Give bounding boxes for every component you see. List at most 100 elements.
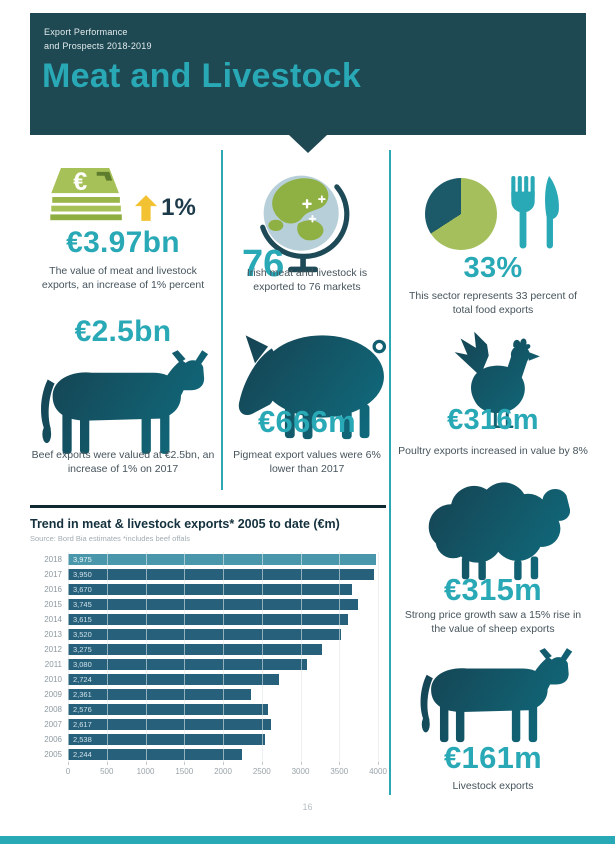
kicker-line-1: Export Performance [44,27,128,37]
svg-text:€: € [73,168,87,196]
axis-tick-label: 1000 [136,767,155,776]
value-bar: 3,080 [68,659,307,670]
value-bar: 2,244 [68,749,242,760]
bar-value-label: 2,244 [73,750,92,759]
markets-caption: Irish meat and livestock is exported to … [246,267,368,294]
bar-value-label: 2,724 [73,675,92,684]
pie-chart-icon [425,178,497,250]
growth-indicator: 1% [134,194,196,226]
chart-source: Source: Bord Bia estimates *includes bee… [30,534,190,543]
bar-value-label: 3,275 [73,645,92,654]
year-label: 2010 [44,675,62,684]
total-export-icon-row: € 1% [30,168,216,226]
bar-value-label: 3,615 [73,615,92,624]
globe-icon [260,175,350,273]
cow-icon [41,350,209,454]
axis-tick-label: 4000 [369,767,387,776]
total-export-value: €3.97bn [66,226,180,259]
bar-row: 2007 2,617 [30,717,386,732]
bar-row: 2006 2,538 [30,732,386,747]
chart-top-rule [30,505,386,508]
column-divider-left [221,150,223,490]
bar-row: 2009 2,361 [30,687,386,702]
year-label: 2015 [44,600,62,609]
value-bar: 3,520 [68,629,341,640]
page-title: Meat and Livestock [42,57,362,95]
bar-value-label: 3,975 [73,555,92,564]
bar-value-label: 2,576 [73,705,92,714]
year-label: 2017 [44,570,62,579]
markets-block: 76 [242,170,360,285]
value-bar: 2,576 [68,704,268,715]
page-header: Export Performance and Prospects 2018-20… [30,13,586,153]
bar-row: 2011 3,080 [30,657,386,672]
value-bar: 3,275 [68,644,322,655]
bar-row: 2014 3,615 [30,612,386,627]
kicker-line-2: and Prospects 2018-2019 [44,40,152,51]
money-stack-icon: € [50,168,122,221]
value-bar: 3,745 [68,599,359,610]
bar-rows: 2018 3,975 2017 3,950 2016 3,670 2015 3,745 2014… [30,552,386,762]
knife-icon [545,176,559,249]
value-bar: 3,670 [68,584,353,595]
sheep-icon [428,482,570,581]
pigmeat-value: €666m [257,404,357,439]
year-label: 2018 [44,555,62,564]
bar-row: 2008 2,576 [30,702,386,717]
year-label: 2005 [44,750,62,759]
bar-row: 2015 3,745 [30,597,386,612]
pigmeat-caption: Pigmeat export values were 6% lower than… [233,449,381,476]
year-label: 2011 [44,660,62,669]
year-label: 2012 [44,645,62,654]
bar-value-label: 3,080 [73,660,92,669]
report-kicker: Export Performance and Prospects 2018-20… [44,26,152,54]
bar-value-label: 2,538 [73,735,92,744]
bar-row: 2018 3,975 [30,552,386,567]
fork-icon [511,176,535,249]
axis-tick-label: 3000 [291,767,310,776]
beef-caption: Beef exports were valued at €2.5bn, an i… [31,449,215,476]
year-label: 2013 [44,630,62,639]
bar-value-label: 3,670 [73,585,92,594]
food-share-block [400,176,586,252]
axis-tick-label: 0 [65,767,71,776]
axis-tick-label: 2500 [252,767,271,776]
cow-icon [420,648,573,743]
value-bar: 3,950 [68,569,375,580]
year-label: 2007 [44,720,62,729]
chicken-icon [454,331,540,429]
cutlery-icon [511,176,561,252]
bar-value-label: 3,520 [73,630,92,639]
value-bar: 2,538 [68,734,265,745]
axis-tick-label: 500 [100,767,114,776]
bottom-accent-bar [0,836,615,844]
axis-tick-label: 1500 [175,767,194,776]
bar-value-label: 2,617 [73,720,92,729]
pig-icon [238,335,387,440]
column-divider-right [389,150,391,795]
year-label: 2016 [44,585,62,594]
bar-row: 2016 3,670 [30,582,386,597]
year-label: 2014 [44,615,62,624]
poultry-value: €316m [447,404,539,436]
value-bar: 2,361 [68,689,251,700]
livestock-caption: Livestock exports [452,780,534,792]
bar-value-label: 2,361 [73,690,92,699]
page-number: 16 [302,802,313,812]
year-label: 2006 [44,735,62,744]
markets-value: 76 [242,243,285,285]
food-share-caption: This sector represents 33 percent of tot… [408,290,578,317]
bar-row: 2005 2,244 [30,747,386,762]
x-axis: 0 500 1000 1500 2000 2500 3000 3500 4000 [65,762,387,780]
value-bar: 3,615 [68,614,349,625]
food-share-value: 33% [463,252,523,284]
axis-tick-label: 3500 [330,767,349,776]
bar-row: 2012 3,275 [30,642,386,657]
year-label: 2008 [44,705,62,714]
axis-tick-label: 2000 [214,767,232,776]
growth-percent: 1% [161,194,196,221]
sheep-value: €315m [443,572,543,607]
bar-row: 2010 2,724 [30,672,386,687]
value-bar: 2,724 [68,674,280,685]
